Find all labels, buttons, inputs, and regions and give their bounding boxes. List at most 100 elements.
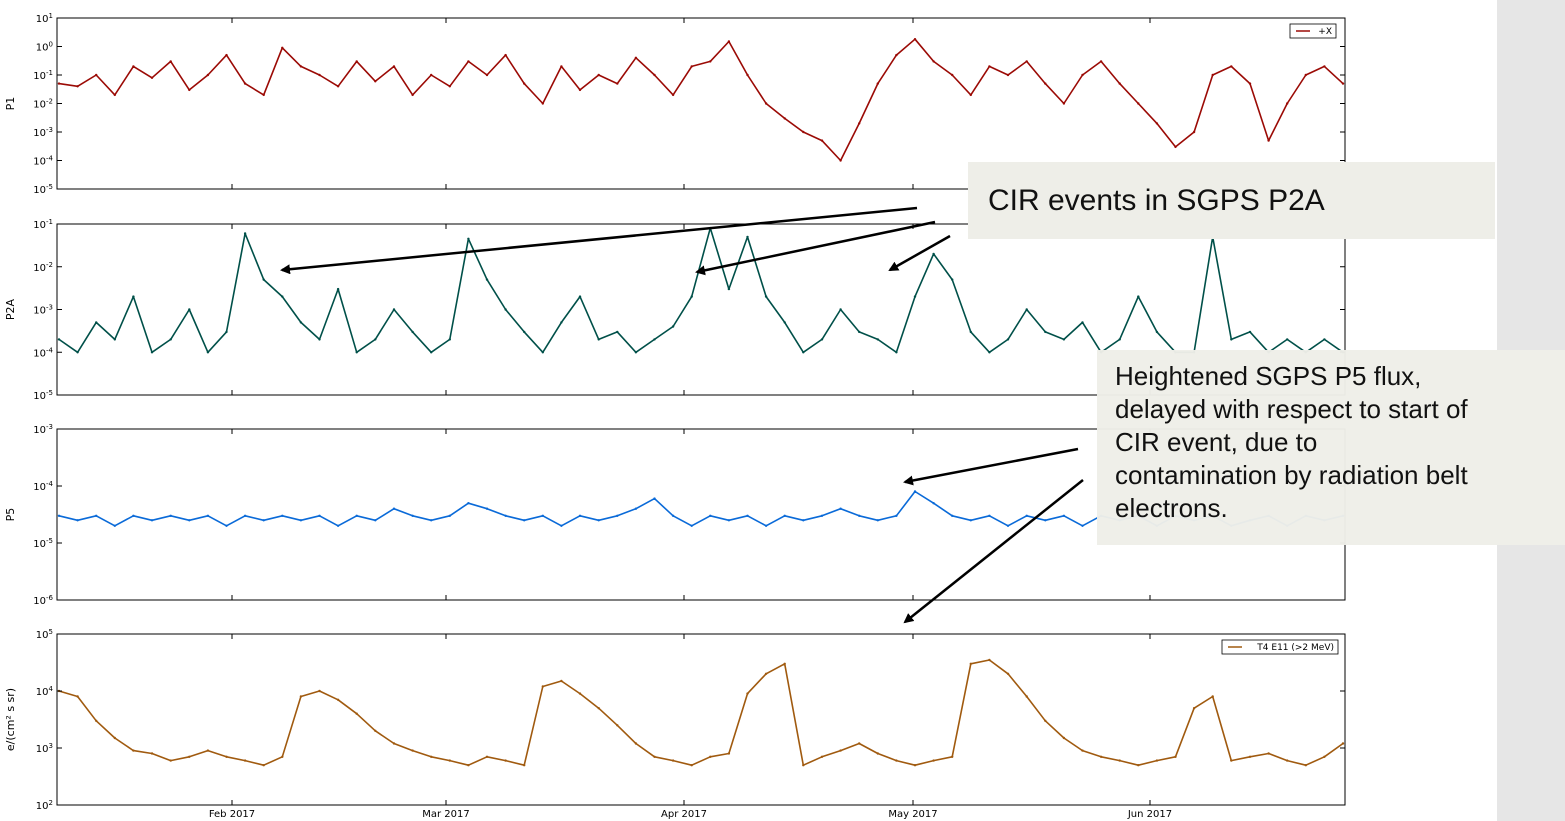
data-point xyxy=(541,685,544,688)
arrow-p5-2 xyxy=(903,479,1084,624)
arrow-cir-3 xyxy=(888,234,951,272)
data-point xyxy=(374,338,377,341)
data-point xyxy=(746,692,749,695)
data-point xyxy=(225,53,228,57)
data-point xyxy=(113,524,117,527)
data-point xyxy=(485,278,489,281)
data-point xyxy=(578,514,582,517)
legend-box xyxy=(1221,639,1339,655)
data-point xyxy=(355,712,358,715)
data-point xyxy=(262,93,265,97)
data-point xyxy=(932,759,935,762)
data-point xyxy=(336,698,340,701)
data-point xyxy=(802,764,805,767)
data-point xyxy=(169,338,172,341)
data-point xyxy=(504,53,507,57)
data-point xyxy=(76,519,79,522)
data-point xyxy=(467,237,470,240)
data-point xyxy=(1025,695,1028,698)
data-point xyxy=(709,514,712,517)
data-point xyxy=(578,88,582,92)
data-point xyxy=(448,85,451,88)
data-point xyxy=(1323,755,1326,758)
y-tick-label: 102 xyxy=(36,799,53,812)
p5-callout-line-1: Heightened SGPS P5 flux, xyxy=(1115,361,1422,391)
data-point xyxy=(76,351,79,354)
data-point xyxy=(839,749,842,752)
data-point xyxy=(1006,73,1010,77)
data-point xyxy=(132,65,135,68)
p5-callout-line-4: contamination by radiation belt xyxy=(1115,460,1468,490)
data-point xyxy=(1118,338,1121,341)
p5-callout-line-3: CIR event, due to xyxy=(1115,427,1318,457)
y-tick-label: 10-2 xyxy=(33,261,53,274)
data-point xyxy=(634,351,638,354)
data-point xyxy=(560,321,563,324)
data-point xyxy=(932,252,935,256)
data-point xyxy=(727,287,731,291)
data-point xyxy=(206,749,210,752)
data-point xyxy=(299,65,303,68)
data-point xyxy=(1341,82,1345,85)
y-tick-label: 100 xyxy=(36,41,53,54)
data-point xyxy=(1062,736,1066,740)
data-point xyxy=(653,73,656,77)
data-point xyxy=(671,325,675,328)
data-point xyxy=(1044,719,1047,722)
data-point xyxy=(746,73,749,77)
legend-label: +X xyxy=(1318,27,1332,37)
data-point xyxy=(764,524,768,527)
data-point xyxy=(150,752,154,755)
y-tick-label: 10-5 xyxy=(33,537,53,550)
data-point xyxy=(1155,122,1159,125)
data-point xyxy=(225,755,228,758)
data-point xyxy=(876,338,879,341)
data-point xyxy=(690,524,693,527)
data-point xyxy=(76,695,79,698)
data-point xyxy=(746,514,749,517)
y-tick-label: 10-4 xyxy=(33,155,53,168)
data-point xyxy=(783,514,786,517)
data-point xyxy=(132,514,135,517)
data-point xyxy=(858,330,861,334)
y-tick-label: 10-1 xyxy=(33,218,53,231)
data-point xyxy=(188,88,191,92)
data-point xyxy=(1099,755,1103,758)
data-point xyxy=(1137,295,1140,298)
x-tick-label: Feb 2017 xyxy=(209,809,255,820)
data-point xyxy=(820,338,824,341)
data-point xyxy=(1267,752,1270,755)
data-point xyxy=(262,519,265,522)
data-point xyxy=(1118,759,1121,762)
data-point xyxy=(951,514,954,517)
data-point xyxy=(951,755,954,758)
data-point xyxy=(988,658,991,662)
data-point xyxy=(355,60,358,63)
data-point xyxy=(858,742,861,745)
p5-flux-callout: Heightened SGPS P5 flux, delayed with re… xyxy=(1097,350,1565,545)
y-axis-label: e/(cm² s sr) xyxy=(4,688,17,751)
legend-box xyxy=(1289,23,1337,39)
data-point xyxy=(1323,338,1326,341)
arrow-cir-1 xyxy=(280,206,918,275)
series-line-1-1 xyxy=(58,38,1344,162)
data-point xyxy=(113,338,117,341)
p5-callout-line-2: delayed with respect to start of xyxy=(1115,394,1468,424)
data-point xyxy=(57,82,61,85)
data-point xyxy=(336,85,340,88)
data-point xyxy=(746,235,749,239)
data-point xyxy=(485,755,489,758)
data-point xyxy=(727,40,731,43)
data-point xyxy=(355,351,358,354)
data-point xyxy=(1211,695,1214,698)
data-point xyxy=(858,122,861,125)
data-point xyxy=(932,502,935,505)
data-point xyxy=(876,519,879,522)
data-point xyxy=(1155,759,1159,762)
y-axis-label: P5 xyxy=(4,508,17,522)
data-point xyxy=(430,755,433,758)
data-point xyxy=(709,60,712,63)
data-point xyxy=(1304,73,1308,77)
data-point xyxy=(671,514,675,517)
data-point xyxy=(783,662,786,665)
